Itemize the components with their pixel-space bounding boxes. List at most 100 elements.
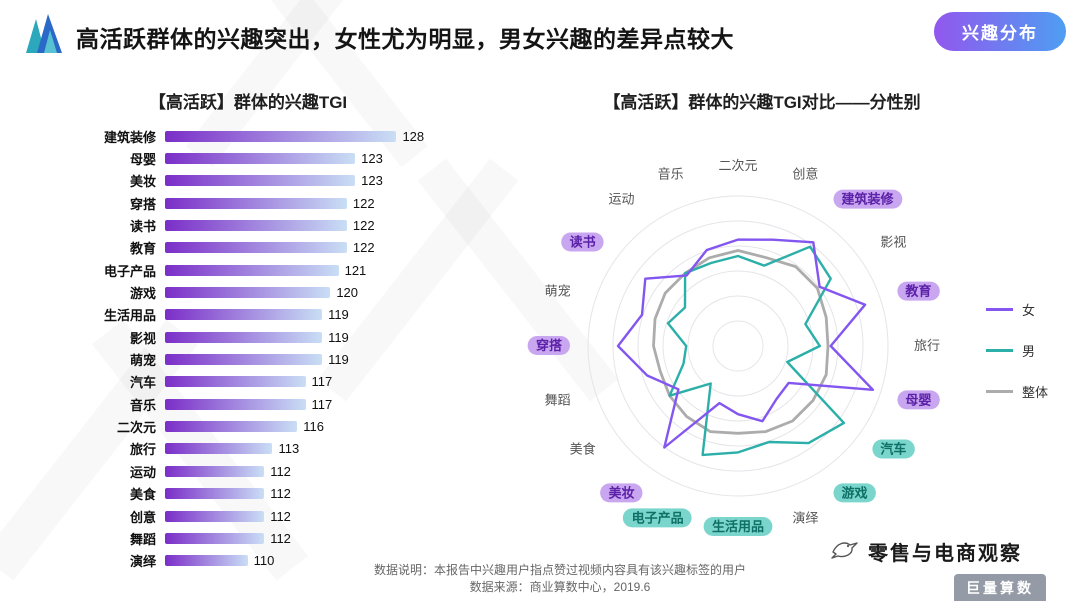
bar-value: 120: [336, 285, 359, 301]
bar-row: 电子产品 121: [28, 259, 468, 281]
bar-value: 122: [352, 240, 375, 256]
radar-legend: 女男整体: [986, 300, 1048, 401]
bar-value: 112: [270, 486, 291, 502]
bar-row: 二次元 116: [28, 415, 468, 437]
radar-chart-panel: 【高活跃】群体的兴趣TGI对比——分性别 二次元 创意 建筑装修 影视 教育 旅行 母婴 汽车…: [470, 88, 1080, 593]
radar-label-pill: [561, 232, 604, 252]
bar-value: 117: [311, 396, 333, 412]
legend-line-icon: [986, 390, 1013, 393]
bar: [165, 443, 273, 455]
bar-row: 生活用品 119: [28, 304, 468, 326]
radar-series-overall: [652, 249, 830, 435]
juliang-logo: 巨量算数: [954, 574, 1046, 601]
bar-category-label: 舞蹈: [129, 531, 156, 547]
radar-axis-label: 创意: [792, 167, 818, 182]
radar-axis-label: 建筑装修: [842, 192, 895, 207]
bar-category-label: 音乐: [129, 397, 156, 413]
bar-category-label: 二次元: [116, 420, 156, 436]
bar: [165, 197, 347, 209]
data-source: 数据来源：商业算数中心，2019.6: [469, 580, 651, 594]
radar-label-pill: [527, 336, 570, 355]
bar-value: 122: [352, 218, 375, 234]
radar-axis-label: 游戏: [842, 485, 868, 500]
bar: [165, 465, 265, 477]
bar-value: 121: [344, 262, 367, 278]
radar-axis-label: 影视: [880, 235, 906, 250]
legend-item-female: 女: [986, 300, 1048, 319]
bar-chart-panel: 【高活跃】群体的兴趣TGI 建筑装修 128 母婴 123 美妆 123 穿搭 122 读书 12…: [28, 88, 468, 572]
radar-gridline: [587, 195, 889, 497]
radar-label-pill: [703, 517, 773, 536]
radar-axis-label: 旅行: [914, 338, 940, 353]
bar-chart: 建筑装修 128 母婴 123 美妆 123 穿搭 122 读书 122 教育 122 电子产品 121 游…: [28, 125, 468, 572]
bar-value: 119: [328, 307, 349, 323]
bar-row: 美食 112: [28, 483, 468, 505]
legend-item-overall: 整体: [986, 382, 1048, 401]
bar-category-label: 读书: [129, 219, 156, 235]
bar: [165, 488, 265, 500]
radar-gridline: [662, 270, 814, 422]
bar-category-label: 教育: [129, 241, 156, 257]
bar: [165, 175, 356, 187]
bird-icon: [830, 536, 860, 566]
bar: [165, 331, 323, 343]
bar-row: 影视 119: [28, 326, 468, 348]
radar-axis-label: 演绎: [792, 510, 818, 525]
section-badge: 兴趣分布: [934, 12, 1066, 51]
radar-axis-label: 母婴: [905, 392, 931, 407]
bar-value: 117: [311, 374, 333, 390]
radar-axis-label: 读书: [570, 235, 596, 250]
bar-row: 演绎 110: [28, 550, 468, 572]
data-note: 数据说明：本报告中兴趣用户指点赞过视频内容具有该兴趣标签的用户: [373, 563, 746, 577]
radar-label-pill: [600, 483, 643, 503]
radar-axis-label: 教育: [904, 284, 931, 299]
radar-axis-label: 美妆: [608, 485, 634, 500]
radar-label-pill: [833, 189, 903, 209]
bar-row: 游戏 120: [28, 281, 468, 303]
bar: [165, 532, 265, 544]
bar-row: 穿搭 122: [28, 192, 468, 214]
radar-axis-label: 运动: [608, 192, 634, 207]
page-title: 高活跃群体的兴趣突出，女性尤为明显，男女兴趣的差异点较大: [76, 25, 734, 52]
footer-notes: 数据说明：本报告中兴趣用户指点赞过视频内容具有该兴趣标签的用户 数据来源：商业算…: [280, 562, 840, 596]
bar: [165, 309, 323, 321]
legend-line-icon: [986, 349, 1013, 352]
wechat-branding: 零售与电商观察: [830, 536, 1022, 566]
bar-row: 美妆 123: [28, 170, 468, 192]
radar-label-pill: [872, 439, 915, 459]
radar-gridline: [637, 245, 839, 447]
bar-row: 舞蹈 112: [28, 527, 468, 549]
radar-axis-label: 美食: [570, 442, 596, 457]
bar-value: 123: [361, 173, 383, 189]
bar-row: 萌宠 119: [28, 348, 468, 370]
radar-gridline: [612, 220, 864, 472]
bar-row: 建筑装修 128: [28, 125, 468, 147]
radar-axis-label: 二次元: [718, 158, 757, 173]
bar-row: 读书 122: [28, 214, 468, 236]
bar-value: 112: [270, 463, 291, 479]
bar-category-label: 演绎: [129, 554, 156, 570]
bar: [165, 242, 347, 254]
radar-label-pill: [897, 390, 940, 410]
bar-row: 音乐 117: [28, 393, 468, 415]
bar-row: 母婴 123: [28, 147, 468, 169]
bar-category-label: 母婴: [129, 152, 156, 168]
bar: [165, 287, 331, 299]
radar-chart-title: 【高活跃】群体的兴趣TGI对比——分性别: [603, 93, 921, 112]
legend-label: 女: [1022, 303, 1036, 318]
bar-category-label: 汽车: [129, 375, 156, 391]
legend-label: 男: [1022, 344, 1036, 359]
bar-value: 123: [361, 151, 383, 167]
bar-category-label: 游戏: [129, 286, 156, 302]
bar-category-label: 萌宠: [129, 353, 156, 369]
bar-category-label: 建筑装修: [103, 129, 156, 145]
radar-axis-label: 舞蹈: [545, 392, 571, 407]
bar: [165, 376, 306, 388]
bar: [165, 555, 248, 567]
bar-category-label: 穿搭: [129, 196, 156, 212]
bar-category-label: 创意: [129, 509, 156, 525]
radar-label-pill: [897, 281, 940, 301]
bar: [165, 130, 397, 142]
bar: [165, 220, 347, 232]
